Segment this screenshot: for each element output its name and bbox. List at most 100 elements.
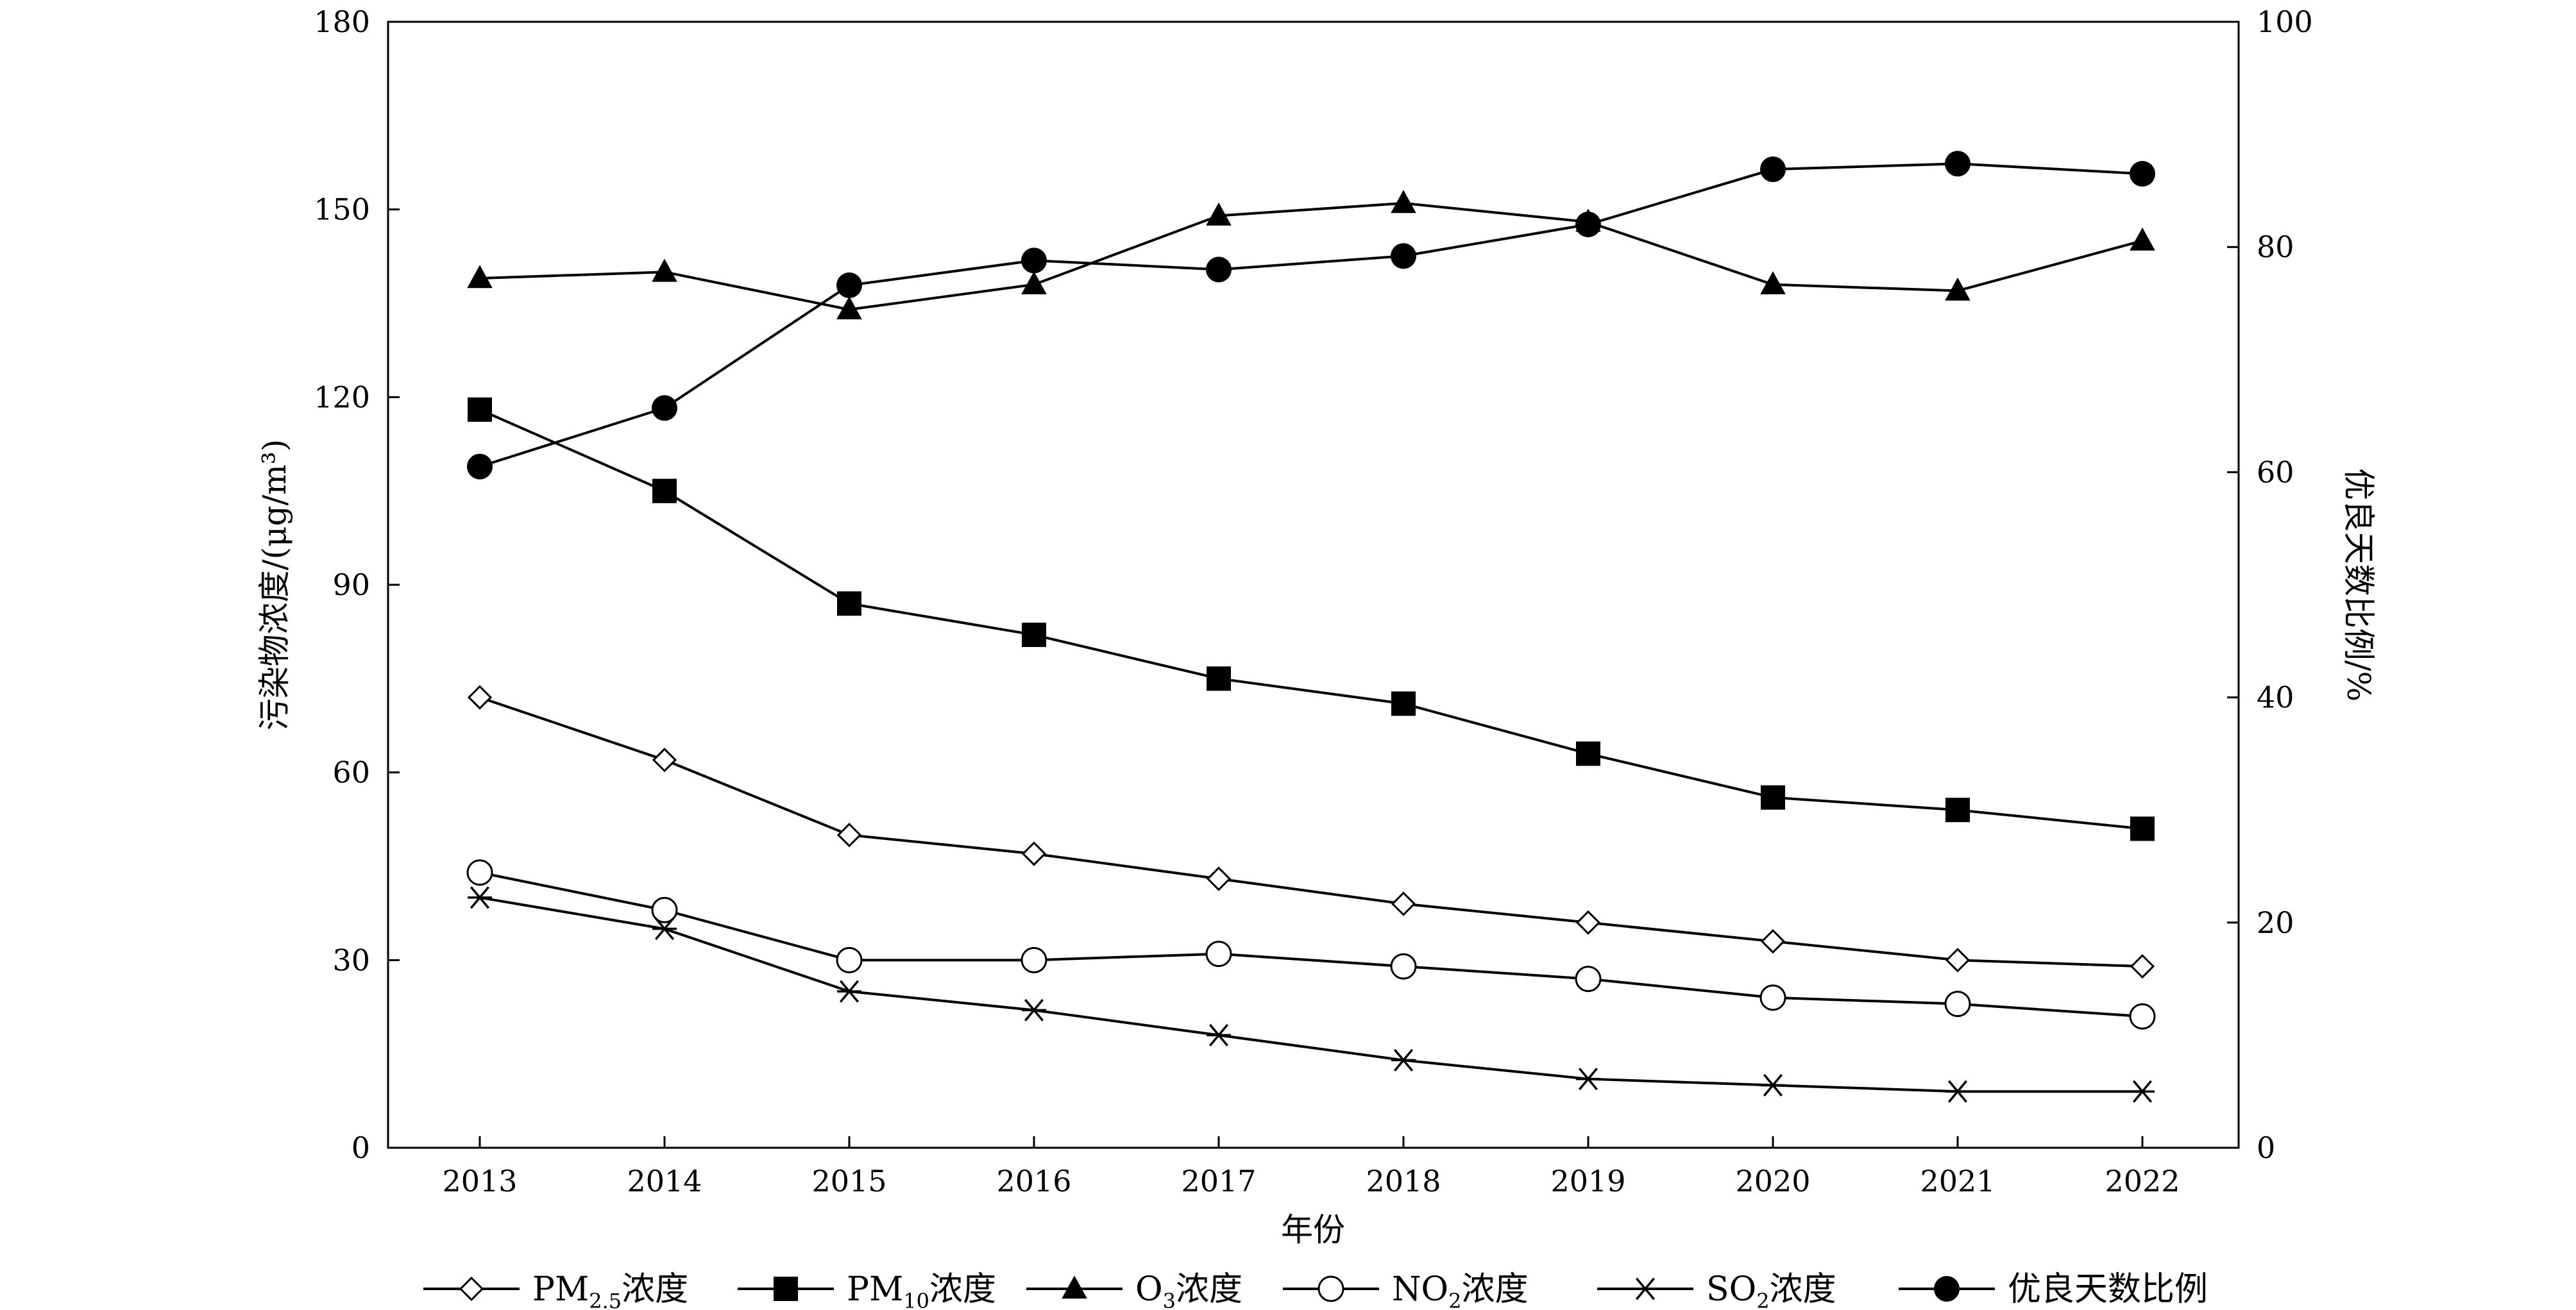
data-point-good_days	[1206, 256, 1232, 283]
data-point-so2	[2130, 1080, 2155, 1103]
x-axis: 2013 2014 2015 2016 2017 2018 2019 2020 2021 2022	[442, 1136, 2180, 1198]
series-line-so2	[479, 896, 2142, 1093]
series-line-good_days	[479, 162, 2143, 468]
data-point-good_days	[467, 453, 493, 480]
y-left-tick-label: 60	[332, 755, 370, 790]
data-point-so2	[1022, 998, 1046, 1021]
x-tick-label: 2016	[996, 1164, 1071, 1198]
y-left-tick-label: 120	[314, 380, 370, 414]
data-point-o3	[1021, 271, 1047, 295]
y-axis-left-title: 污染物浓度/(μg/m³)	[256, 439, 293, 731]
series-good_days	[467, 151, 2155, 480]
series-line-pm10	[479, 408, 2143, 830]
data-point-no2	[1944, 991, 1971, 1018]
data-point-so2	[1207, 1023, 1231, 1046]
data-point-pm25	[652, 748, 677, 773]
data-point-so2	[652, 918, 677, 941]
data-point-no2	[466, 859, 493, 886]
data-point-pm25	[1945, 948, 1970, 973]
data-point-so2	[1576, 1068, 1600, 1091]
series-pm10	[468, 397, 2155, 841]
y-axis-left: 0 30 60 90 120 150 180	[314, 4, 400, 1165]
data-point-so2	[1761, 1073, 1785, 1096]
legend-item-o3: O3浓度	[1026, 1270, 1242, 1310]
data-point-o3	[467, 265, 493, 289]
legend-label-no2: NO2浓度	[1392, 1270, 1529, 1310]
data-point-pm10	[2130, 816, 2155, 841]
data-point-good_days	[1760, 156, 1786, 183]
data-point-good_days	[652, 395, 677, 421]
data-point-no2	[1390, 953, 1417, 980]
data-point-pm25	[1391, 891, 1416, 916]
y-axis-right-title: 优良天数比例/%	[2340, 468, 2377, 701]
data-point-so2	[1945, 1080, 1970, 1103]
y-right-tick-label: 60	[2257, 455, 2294, 489]
y-left-tick-label: 30	[332, 943, 370, 977]
y-axis-right: 0 20 40 60 80 100	[2227, 4, 2313, 1165]
data-point-pm10	[1945, 798, 1970, 823]
series-line-o3	[479, 201, 2143, 311]
x-tick-label: 2022	[2105, 1164, 2180, 1198]
legend-marker-pm10	[774, 1277, 798, 1301]
data-point-no2	[651, 896, 678, 923]
data-point-good_days	[1021, 248, 1047, 274]
data-point-pm10	[1576, 741, 1600, 766]
series-no2	[466, 859, 2156, 1030]
legend-label-pm25: PM2.5浓度	[532, 1270, 688, 1310]
data-point-pm10	[468, 397, 492, 422]
legend-label-so2: SO2浓度	[1706, 1270, 1836, 1310]
legend-item-no2: NO2浓度	[1283, 1270, 1529, 1310]
series-layer	[466, 151, 2156, 1103]
legend-marker-o3	[1062, 1275, 1087, 1299]
x-tick-label: 2019	[1550, 1164, 1625, 1198]
x-tick-label: 2015	[811, 1164, 886, 1198]
data-point-no2	[836, 946, 863, 973]
data-point-pm25	[1760, 928, 1786, 954]
data-point-pm25	[1206, 866, 1232, 891]
data-point-o3	[1760, 271, 1786, 295]
series-line-pm25	[479, 696, 2143, 968]
data-point-o3	[1945, 277, 1970, 301]
y-left-tick-label: 0	[352, 1130, 370, 1165]
legend-item-pm25: PM2.5浓度	[423, 1270, 688, 1310]
data-point-good_days	[2130, 161, 2155, 187]
y-left-tick-label: 150	[314, 192, 370, 227]
legend: PM2.5浓度 PM10浓度 O3浓度 NO2浓度 SO2浓度 优良天数比例	[423, 1270, 2208, 1310]
data-point-o3	[2130, 227, 2155, 251]
data-point-so2	[837, 980, 861, 1003]
plot-area-frame	[387, 21, 2240, 1149]
legend-item-pm10: PM10浓度	[738, 1270, 996, 1310]
data-point-o3	[1391, 190, 1416, 214]
legend-item-so2: SO2浓度	[1597, 1270, 1836, 1310]
data-point-pm25	[1575, 910, 1601, 935]
series-so2	[468, 886, 2155, 1103]
y-left-tick-label: 90	[332, 567, 370, 602]
data-point-no2	[1205, 941, 1232, 968]
data-point-no2	[2129, 1003, 2156, 1030]
legend-label-pm10: PM10浓度	[847, 1270, 996, 1310]
data-point-o3	[836, 296, 862, 320]
data-point-pm25	[1021, 841, 1047, 866]
legend-label-o3: O3浓度	[1135, 1270, 1242, 1310]
series-line-no2	[479, 871, 2143, 1018]
data-point-pm10	[1022, 623, 1046, 648]
series-o3	[467, 190, 2155, 320]
data-point-o3	[652, 258, 677, 282]
data-point-o3	[1206, 202, 1232, 226]
data-point-no2	[1021, 946, 1047, 973]
data-point-good_days	[836, 272, 862, 298]
x-tick-label: 2013	[442, 1164, 517, 1198]
x-tick-label: 2017	[1181, 1164, 1256, 1198]
legend-item-good_days: 优良天数比例	[1899, 1270, 2208, 1309]
data-point-pm10	[1391, 691, 1416, 716]
y-right-tick-label: 0	[2257, 1130, 2275, 1165]
legend-marker-so2	[1633, 1277, 1657, 1300]
data-point-no2	[1575, 966, 1602, 993]
y-right-tick-label: 20	[2257, 905, 2294, 940]
x-tick-label: 2020	[1735, 1164, 1810, 1198]
data-point-so2	[468, 886, 492, 909]
series-pm25	[467, 685, 2155, 979]
data-point-so2	[1391, 1048, 1416, 1071]
legend-marker-good_days	[1934, 1276, 1960, 1302]
